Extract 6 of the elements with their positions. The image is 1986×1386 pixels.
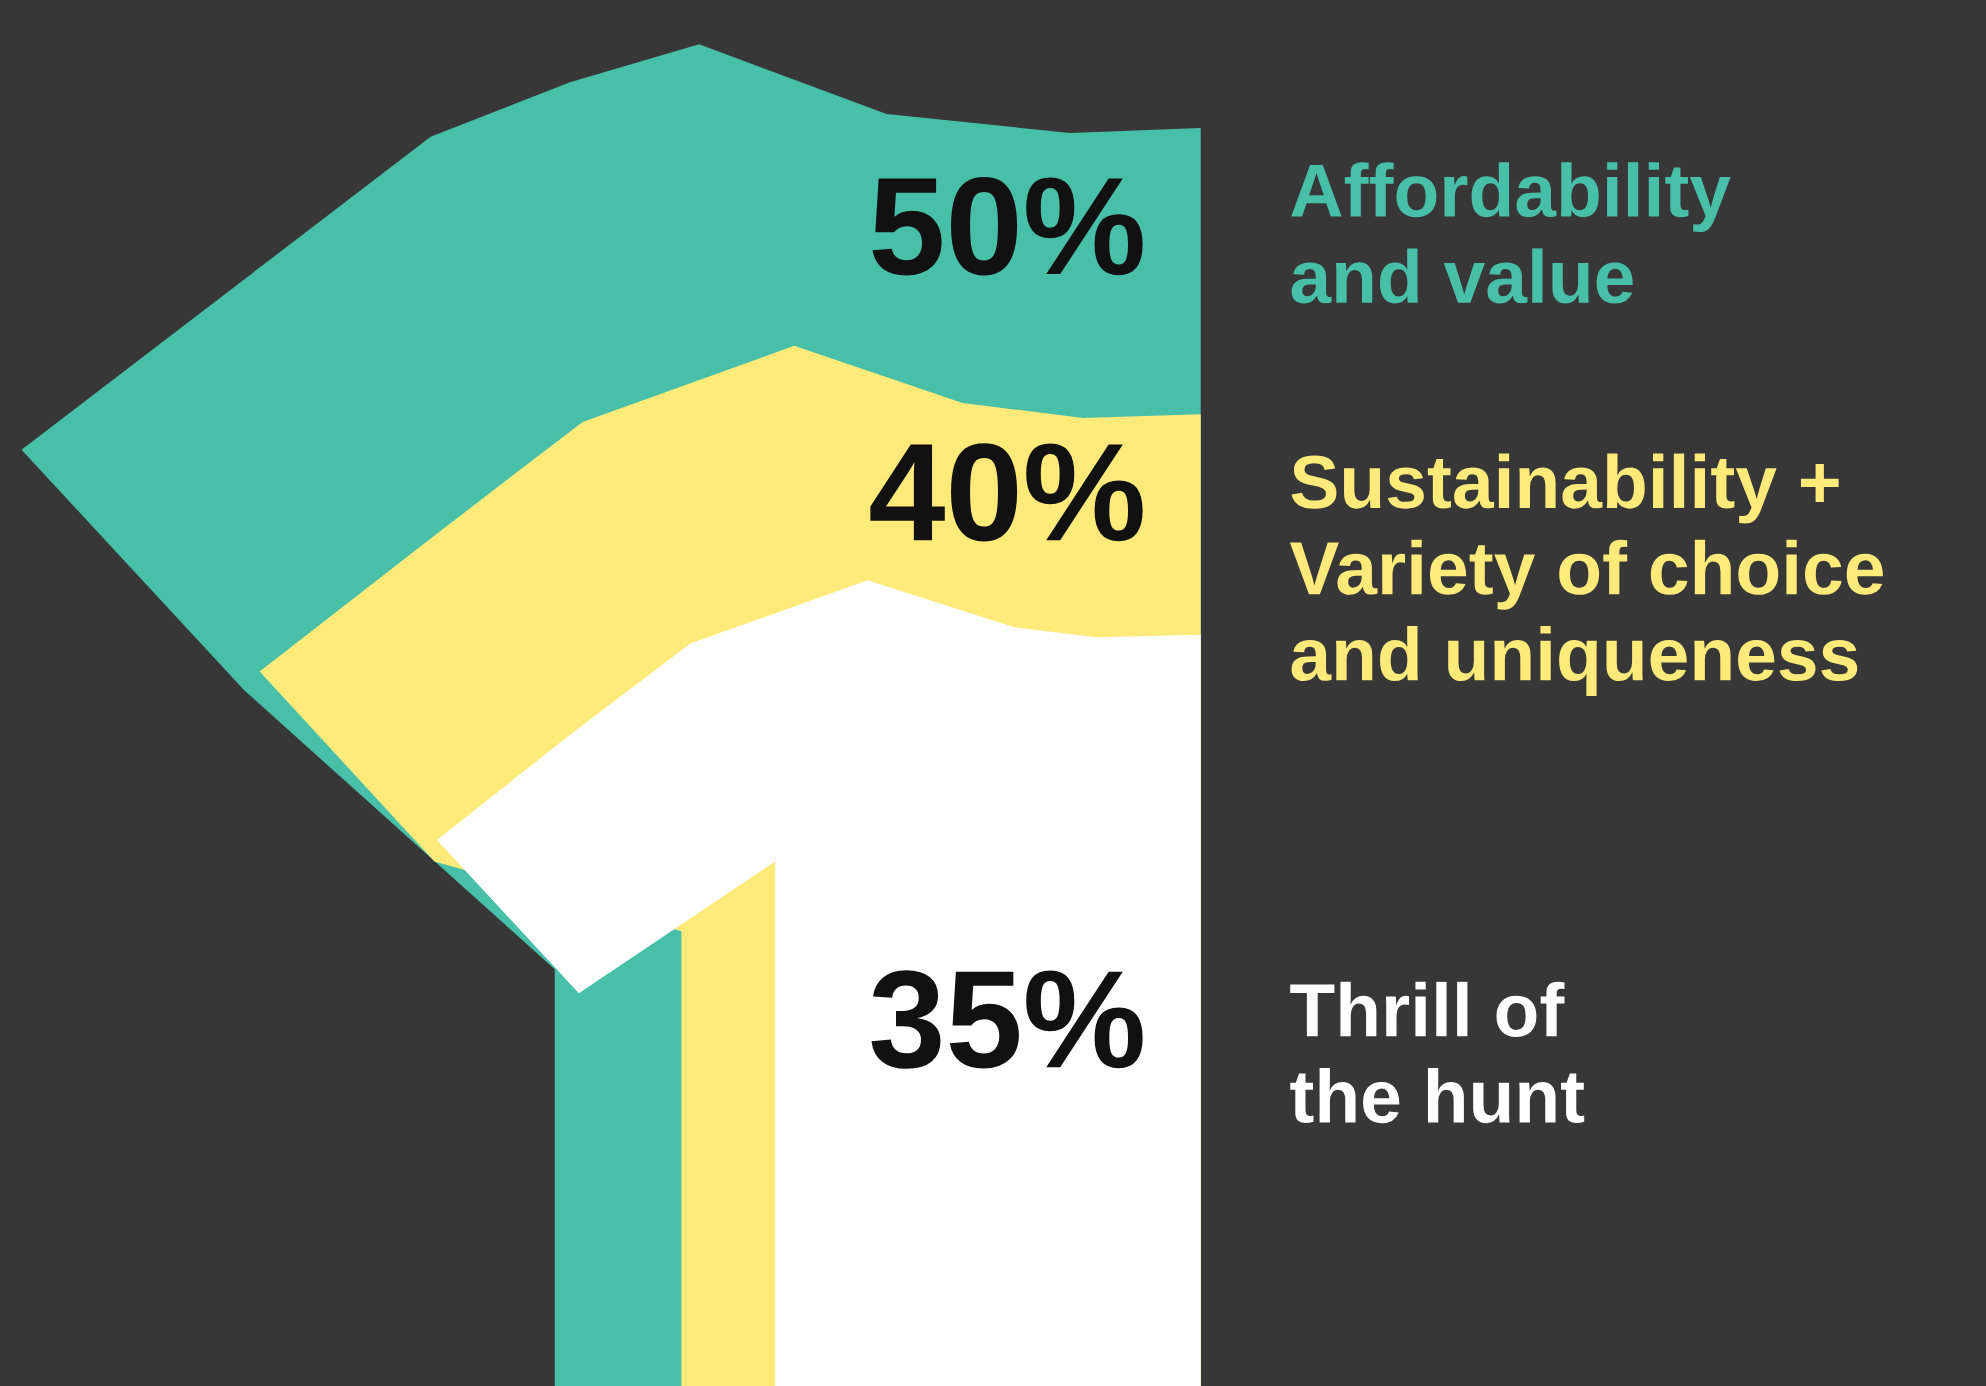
category-label: Sustainability + Variety of choice and uniqueness xyxy=(1289,453,1883,696)
category-label: Affordability and value xyxy=(1291,162,1731,304)
data-label: 35% xyxy=(871,970,1143,1069)
data-label: 40% xyxy=(870,443,1143,542)
data-label: 50% xyxy=(872,177,1143,276)
category-label: Thrill of the hunt xyxy=(1290,981,1585,1124)
